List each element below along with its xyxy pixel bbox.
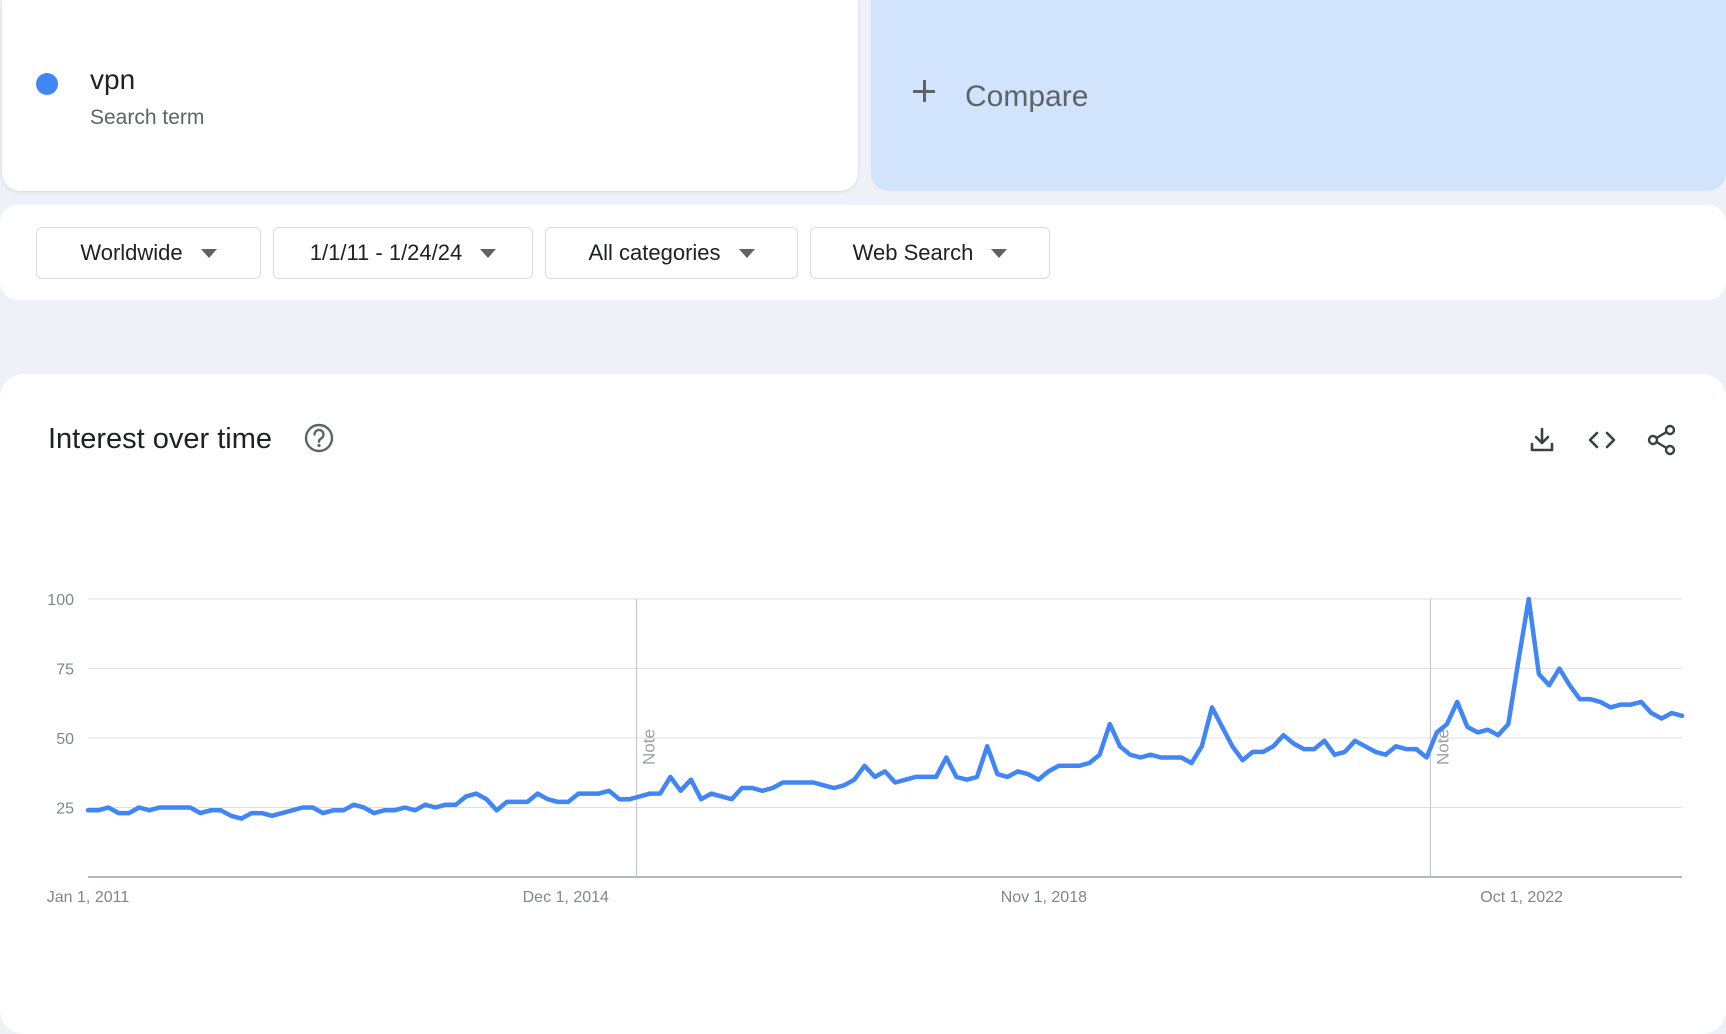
y-tick-label: 25 xyxy=(56,801,74,818)
x-tick-label: Jan 1, 2011 xyxy=(47,889,130,906)
share-icon[interactable] xyxy=(1644,422,1680,458)
x-tick-label: Oct 1, 2022 xyxy=(1480,889,1563,906)
chevron-down-icon xyxy=(738,248,755,258)
category-dropdown[interactable]: All categories xyxy=(545,227,798,279)
series-color-dot xyxy=(36,73,58,95)
x-tick-label: Nov 1, 2018 xyxy=(1001,889,1087,906)
download-icon[interactable] xyxy=(1524,422,1560,458)
series-line-vpn xyxy=(85,596,1685,821)
region-dropdown[interactable]: Worldwide xyxy=(36,227,261,279)
date-range-dropdown[interactable]: 1/1/11 - 1/24/24 xyxy=(273,227,533,279)
region-dropdown-label: Worldwide xyxy=(80,240,183,265)
category-dropdown-label: All categories xyxy=(588,240,721,265)
x-tick-label: Dec 1, 2014 xyxy=(523,889,609,906)
chevron-down-icon xyxy=(991,248,1008,258)
interest-over-time-panel: Interest over time 25 50 75 100 Jan 1, 2011 D… xyxy=(0,374,1726,1034)
y-tick-label: 100 xyxy=(47,592,74,609)
chevron-down-icon xyxy=(200,248,217,258)
chart-panel-title: Interest over time xyxy=(48,423,273,455)
search-term-card[interactable]: vpn Search term xyxy=(2,0,858,191)
y-tick-label: 50 xyxy=(56,731,74,748)
compare-button[interactable]: Compare xyxy=(871,0,1726,191)
compare-label: Compare xyxy=(965,80,1089,113)
search-term-name[interactable]: vpn xyxy=(90,64,136,95)
chevron-down-icon xyxy=(480,248,497,258)
note-label: Note xyxy=(640,729,659,765)
help-icon[interactable] xyxy=(303,422,335,454)
filter-bar: Worldwide 1/1/11 - 1/24/24 All categorie… xyxy=(0,205,1726,300)
search-property-dropdown[interactable]: Web Search xyxy=(810,227,1050,279)
search-term-type: Search term xyxy=(90,106,205,129)
note-label: Note xyxy=(1433,729,1452,765)
interest-line-chart: 25 50 75 100 Jan 1, 2011 Dec 1, 2014 Nov 1, 20… xyxy=(47,592,1685,906)
search-property-dropdown-label: Web Search xyxy=(852,240,974,265)
embed-icon[interactable] xyxy=(1584,422,1620,458)
plus-icon xyxy=(911,78,937,104)
date-range-dropdown-label: 1/1/11 - 1/24/24 xyxy=(309,240,463,265)
y-tick-label: 75 xyxy=(56,662,74,679)
